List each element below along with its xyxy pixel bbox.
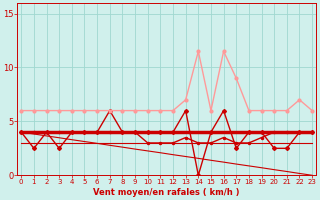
X-axis label: Vent moyen/en rafales ( km/h ): Vent moyen/en rafales ( km/h )	[93, 188, 240, 197]
